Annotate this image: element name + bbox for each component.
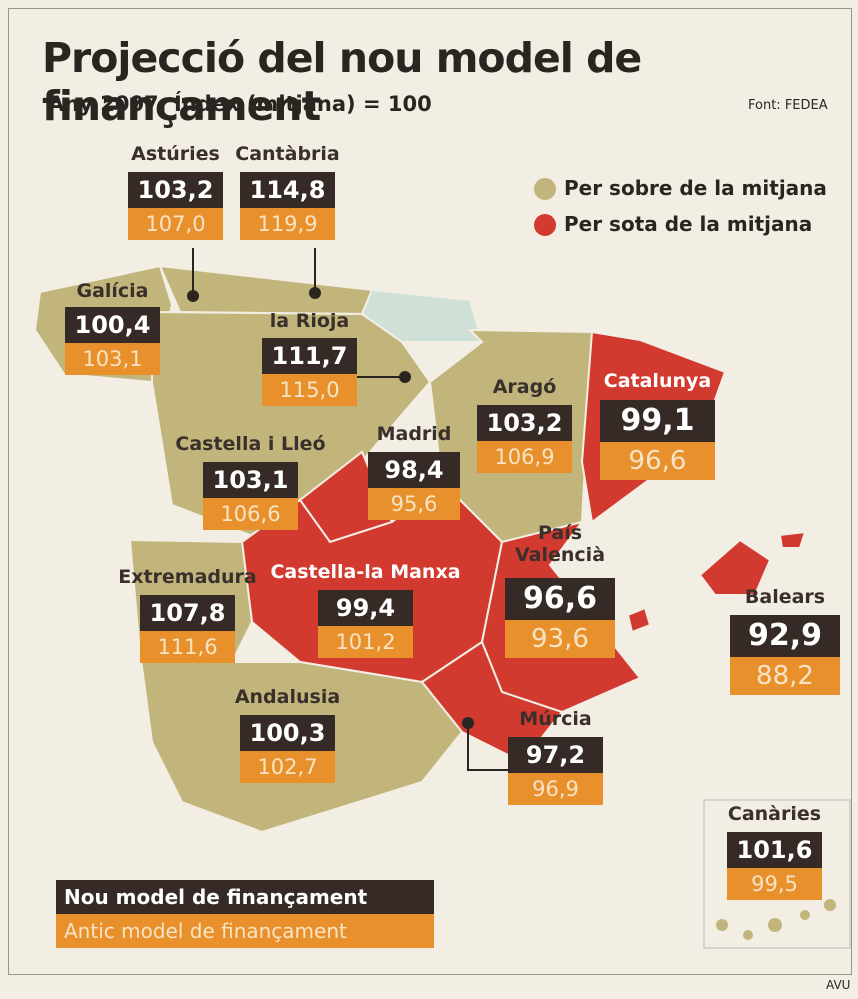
subtitle: Any 2007. Índex (mitjana) = 100 [48, 92, 432, 116]
new-value: 103,2 [477, 405, 572, 441]
old-value: 107,0 [128, 208, 223, 240]
new-value: 92,9 [730, 615, 840, 657]
region-name: Aragó [492, 376, 557, 398]
connectors [192, 248, 508, 771]
old-value: 106,6 [203, 498, 298, 530]
title: Projecció del nou model de finançament [42, 34, 642, 130]
old-value: 96,6 [600, 442, 715, 480]
old-value: 103,1 [65, 343, 160, 375]
new-value: 100,3 [240, 715, 335, 751]
region-name: Balears [744, 586, 826, 608]
region-name: Canàries [727, 803, 822, 825]
old-value: 99,5 [727, 868, 822, 900]
old-value: 95,6 [368, 488, 460, 520]
key-old: Antic model de finançament [56, 914, 434, 948]
old-value: 96,9 [508, 773, 603, 805]
new-value: 103,2 [128, 172, 223, 208]
region-name: la Rioja [269, 310, 350, 332]
new-value: 101,6 [727, 832, 822, 868]
region-name: Andalusia [234, 686, 341, 708]
old-value: 93,6 [505, 620, 615, 658]
menorca [778, 530, 807, 549]
legend-below: Per sota de la mitjana [564, 212, 813, 236]
old-value: 111,6 [140, 631, 235, 663]
new-value: 114,8 [240, 172, 335, 208]
mallorca [698, 538, 772, 596]
region-name: Castella-la Manxa [270, 561, 461, 583]
old-value: 102,7 [240, 751, 335, 783]
new-value: 107,8 [140, 595, 235, 631]
old-value: 106,9 [477, 441, 572, 473]
new-value: 99,4 [318, 590, 413, 626]
region-name: Astúries [131, 143, 220, 165]
new-value: 96,6 [505, 578, 615, 620]
legend-swatch-above [534, 178, 556, 200]
old-value: 115,0 [262, 374, 357, 406]
source: Font: FEDEA [748, 98, 828, 113]
region-name: Catalunya [603, 370, 712, 392]
canaries [716, 899, 836, 940]
old-value: 88,2 [730, 657, 840, 695]
new-value: 98,4 [368, 452, 460, 488]
basque [360, 288, 484, 343]
canaries-frame [703, 799, 851, 949]
legend-above: Per sobre de la mitjana [564, 176, 827, 200]
region-name: País Valencià [515, 522, 606, 566]
legend-swatch-below [534, 214, 556, 236]
key-new: Nou model de finançament [56, 880, 434, 914]
region-name: Madrid [376, 423, 452, 445]
ibiza [626, 606, 652, 634]
region-name: Galícia [76, 280, 149, 302]
region-name: Extremadura [118, 566, 257, 588]
old-value: 119,9 [240, 208, 335, 240]
footer: AVU [826, 978, 851, 992]
north-coast [158, 264, 374, 316]
region-name: Cantàbria [235, 143, 340, 165]
region-name: Castella i Lleó [175, 433, 326, 455]
new-value: 99,1 [600, 400, 715, 442]
frame [8, 8, 852, 975]
new-value: 100,4 [65, 307, 160, 343]
old-value: 101,2 [318, 626, 413, 658]
region-name: Múrcia [519, 708, 592, 730]
new-value: 103,1 [203, 462, 298, 498]
new-value: 97,2 [508, 737, 603, 773]
new-value: 111,7 [262, 338, 357, 374]
